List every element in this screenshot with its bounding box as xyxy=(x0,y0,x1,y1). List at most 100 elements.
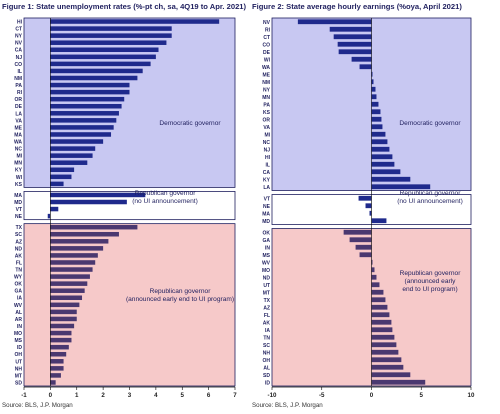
chart2-bar-IL xyxy=(371,161,395,167)
chart1-bar-CT xyxy=(50,26,172,31)
chart2-label-VA: VA xyxy=(263,125,270,131)
chart1-bar-MA xyxy=(50,192,146,198)
chart1-label-VT: VT xyxy=(16,207,22,213)
chart1-label-OH: OH xyxy=(15,352,23,358)
chart2-label-PA: PA xyxy=(263,102,270,108)
chart1-bar-TN xyxy=(50,267,93,272)
chart2-label-KS: KS xyxy=(263,110,271,116)
chart2-label-AL: AL xyxy=(263,365,270,371)
chart1-bar-MD xyxy=(50,199,127,205)
chart2-bar-WA xyxy=(359,64,372,70)
chart1-bar-MO xyxy=(50,330,72,336)
chart2-label-MN: MN xyxy=(262,95,270,101)
chart2-label-LA: LA xyxy=(263,185,270,191)
chart1-label-WY: WY xyxy=(14,275,23,281)
chart1-label-IA: IA xyxy=(17,296,22,302)
chart2-label-MO: MO xyxy=(262,268,270,274)
chart2-group-label-2: Republican governor xyxy=(400,270,462,277)
chart1-label-NY: NY xyxy=(15,34,23,40)
chart2-label-MT: MT xyxy=(263,290,270,296)
chart1-label-TX: TX xyxy=(16,225,23,231)
chart1-label-MI: MI xyxy=(16,154,22,160)
chart2-label-FL: FL xyxy=(264,313,270,319)
chart2-bar-MO xyxy=(371,267,375,273)
chart2-label-ID: ID xyxy=(265,380,270,386)
chart1-bar-KS xyxy=(50,181,64,187)
chart1-label-ID: ID xyxy=(17,345,22,351)
chart2-label-ME: ME xyxy=(263,72,271,78)
chart1-bar-NC xyxy=(50,146,96,151)
chart1-bar-AK xyxy=(50,253,98,258)
chart2-bar-AL xyxy=(371,364,404,370)
chart1-bar-WY xyxy=(50,274,90,279)
chart2-bar-ME xyxy=(371,71,373,77)
chart1-label-KS: KS xyxy=(15,182,23,188)
chart1-bar-DE xyxy=(50,103,122,109)
chart1-bar-NM xyxy=(50,75,138,81)
chart2-bar-MS xyxy=(359,252,372,258)
chart2-xtick-label: -5 xyxy=(319,392,325,399)
chart2-label-TN: TN xyxy=(263,335,270,341)
chart2-bar-MN xyxy=(371,94,377,100)
chart2-bar-MI xyxy=(371,131,386,137)
chart2-bar-VT xyxy=(358,195,372,201)
chart1-bar-NV xyxy=(50,40,167,45)
chart2-bar-KS xyxy=(371,109,381,115)
chart2-group-label-0: Democratic governor xyxy=(399,120,461,127)
chart1-label-MT: MT xyxy=(15,373,22,379)
chart1-label-WA: WA xyxy=(14,140,22,146)
chart1-bar-NE xyxy=(47,213,51,219)
chart2-bar-NJ xyxy=(371,146,390,152)
chart2-label-NY: NY xyxy=(263,87,271,93)
chart1-bar-OR xyxy=(50,96,125,102)
chart1-xtick-label: 1 xyxy=(75,392,79,399)
chart1-xtick-label: 5 xyxy=(181,392,185,399)
chart2-label-NH: NH xyxy=(263,350,271,356)
chart2-xtick-label: -10 xyxy=(268,392,278,399)
chart1-group-label-1: Republican governor xyxy=(135,190,197,197)
chart1-label-AZ: AZ xyxy=(15,239,22,245)
chart2-bar-VA xyxy=(371,124,383,130)
chart1-bar-NH xyxy=(50,366,64,371)
chart1-bar-AL xyxy=(50,309,77,315)
chart2-bar-CO xyxy=(337,41,372,47)
chart1-label-RI: RI xyxy=(17,90,23,96)
chart1-xtick-label: -1 xyxy=(21,392,27,399)
chart2-label-DE: DE xyxy=(263,50,271,56)
chart2-label-OH: OH xyxy=(263,358,271,364)
chart2-label-MA: MA xyxy=(262,211,270,217)
chart1-label-NJ: NJ xyxy=(16,55,23,61)
chart1-label-MS: MS xyxy=(15,338,23,344)
chart1-bar-VT xyxy=(50,206,59,212)
chart2-label-GA: GA xyxy=(263,238,271,244)
chart2-xtick-label: 0 xyxy=(370,392,374,399)
chart1-xtick-label: 4 xyxy=(154,392,158,399)
chart2-bar-AK xyxy=(371,319,392,325)
chart2-bar-NC xyxy=(371,139,388,145)
chart2-bar-NY xyxy=(371,86,376,92)
chart2-label-CT: CT xyxy=(263,35,270,41)
chart2-bar-OK xyxy=(343,229,372,235)
chart2-label-NC: NC xyxy=(263,140,271,146)
chart2-label-IL: IL xyxy=(266,162,270,168)
chart1-label-NH: NH xyxy=(15,366,23,372)
chart1-bar-AZ xyxy=(50,239,109,244)
chart1-label-NC: NC xyxy=(15,147,23,153)
chart2-bar-NM xyxy=(371,79,374,85)
chart1-group-label-0: Democratic governor xyxy=(159,120,221,127)
chart1-label-DE: DE xyxy=(15,104,23,110)
chart1-label-SD: SD xyxy=(15,380,22,386)
chart2-xtick-label: 5 xyxy=(420,392,424,399)
chart2-label-MD: MD xyxy=(262,219,270,225)
source-left: Source: BLS, J.P. Morgan xyxy=(2,402,73,409)
chart1-label-AL: AL xyxy=(15,310,22,316)
chart1-group-label-1: (no UI announcement) xyxy=(132,198,198,205)
chart1-xtick-label: 2 xyxy=(101,392,105,399)
chart1-bar-CO xyxy=(50,61,151,67)
chart2-xtick-label: 10 xyxy=(468,392,475,399)
chart2-bar-WI xyxy=(351,56,372,62)
chart2-bar-FL xyxy=(371,312,390,318)
chart2-label-VT: VT xyxy=(264,196,270,202)
chart1-label-MO: MO xyxy=(14,331,22,337)
